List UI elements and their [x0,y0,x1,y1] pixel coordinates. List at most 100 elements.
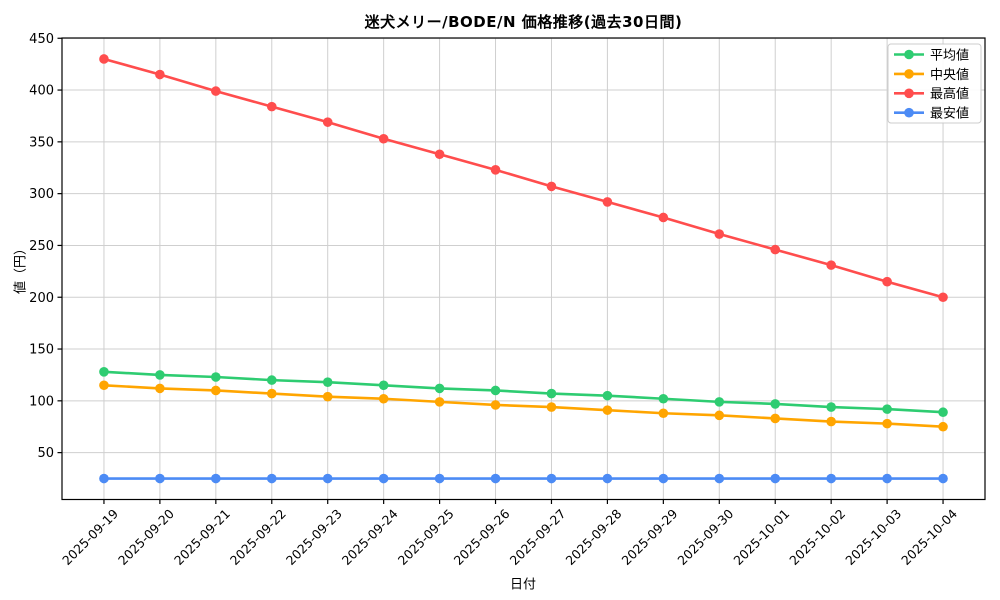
series-line [102,57,945,299]
x-tick-label: 2025-09-28 [563,506,625,568]
plot-border [61,37,986,501]
legend-marker [904,107,914,118]
data-point-marker [714,397,725,407]
y-tick-label: 250 [29,239,54,254]
data-point-marker [770,473,781,484]
x-tick-label: 2025-09-27 [507,506,569,568]
legend-label: 最高値 [930,86,969,102]
data-point-marker [155,69,165,80]
data-point-marker [602,390,613,401]
y-tick-label: 350 [29,135,54,150]
x-tick-label: 2025-09-26 [451,506,513,568]
x-tick-label: 2025-09-25 [395,506,457,568]
series-最安値 [99,473,948,484]
x-tick-label: 2025-09-19 [59,506,121,568]
legend-item: 最高値 [894,86,969,102]
legend-label: 平均値 [930,47,969,63]
x-axis-ticks: 2025-09-192025-09-202025-09-212025-09-22… [59,499,960,568]
gridlines [62,37,985,500]
series-line [102,370,945,414]
data-point-marker [882,473,892,484]
data-point-marker [378,380,389,391]
y-tick-label: 400 [29,84,54,99]
data-point-marker [602,405,613,415]
data-point-marker [378,133,389,144]
series-平均値 [99,367,948,418]
data-point-marker [322,473,333,484]
series-中央値 [99,380,948,432]
data-point-marker [826,402,836,412]
legend-item: 中央値 [894,67,969,83]
data-point-marker [99,367,109,377]
data-point-marker [658,393,669,404]
data-point-marker [602,197,613,207]
legend-marker [904,69,914,79]
data-point-marker [434,149,445,160]
data-point-marker [266,473,277,484]
data-point-marker [770,399,781,409]
data-point-marker [546,473,557,484]
data-point-marker [658,473,669,484]
y-tick-label: 150 [29,343,54,358]
data-point-marker [714,473,725,484]
x-tick-label: 2025-09-24 [339,506,401,568]
x-tick-label: 2025-09-21 [171,506,233,568]
x-tick-label: 2025-10-02 [786,506,848,568]
legend-item: 最安値 [894,106,969,122]
data-point-marker [434,383,445,394]
data-point-marker [322,377,333,387]
data-point-marker [658,212,669,223]
data-point-marker [658,408,669,419]
data-point-marker [322,117,333,127]
y-tick-label: 50 [37,446,54,461]
data-point-marker [211,86,221,96]
data-point-marker [155,370,165,380]
data-point-marker [99,380,109,391]
data-point-marker [211,473,221,484]
data-point-marker [882,418,892,429]
data-point-marker [434,397,445,407]
x-tick-label: 2025-09-30 [674,506,736,568]
chart-title: 迷犬メリー/BODE/N 価格推移(過去30日間) [364,13,683,31]
data-point-marker [826,260,836,270]
x-tick-label: 2025-09-29 [618,506,680,568]
y-axis-ticks: 50 100 150 200 250 300 350 400 450 [29,32,62,461]
data-point-marker [770,413,781,424]
data-point-marker [490,165,501,175]
legend-box [887,43,982,124]
data-point-marker [546,402,557,412]
series-line [102,383,945,429]
data-point-marker [938,292,948,303]
data-point-marker [155,473,165,484]
data-point-marker [266,375,277,385]
x-tick-label: 2025-10-03 [842,506,904,568]
x-tick-label: 2025-09-20 [115,506,177,568]
data-point-marker [99,54,109,64]
data-point-marker [938,407,948,418]
data-point-marker [546,181,557,192]
series-最高値 [99,54,948,303]
x-tick-label: 2025-10-01 [730,506,792,568]
data-point-marker [882,276,892,287]
x-axis-label: 日付 [509,577,537,593]
data-point-marker [266,388,277,399]
y-tick-label: 200 [29,291,54,306]
data-point-marker [714,410,725,421]
data-point-marker [490,473,501,484]
x-tick-label: 2025-09-22 [227,506,289,568]
legend-marker [904,88,914,99]
data-point-marker [714,229,725,239]
data-point-marker [826,416,836,427]
data-point-marker [155,383,165,394]
y-tick-label: 100 [29,394,54,409]
legend-label: 中央値 [930,67,969,83]
y-tick-label: 450 [29,32,54,47]
data-point-marker [434,473,445,484]
data-point-marker [826,473,836,484]
data-point-marker [322,391,333,402]
data-point-marker [99,473,109,484]
data-point-marker [211,372,221,382]
